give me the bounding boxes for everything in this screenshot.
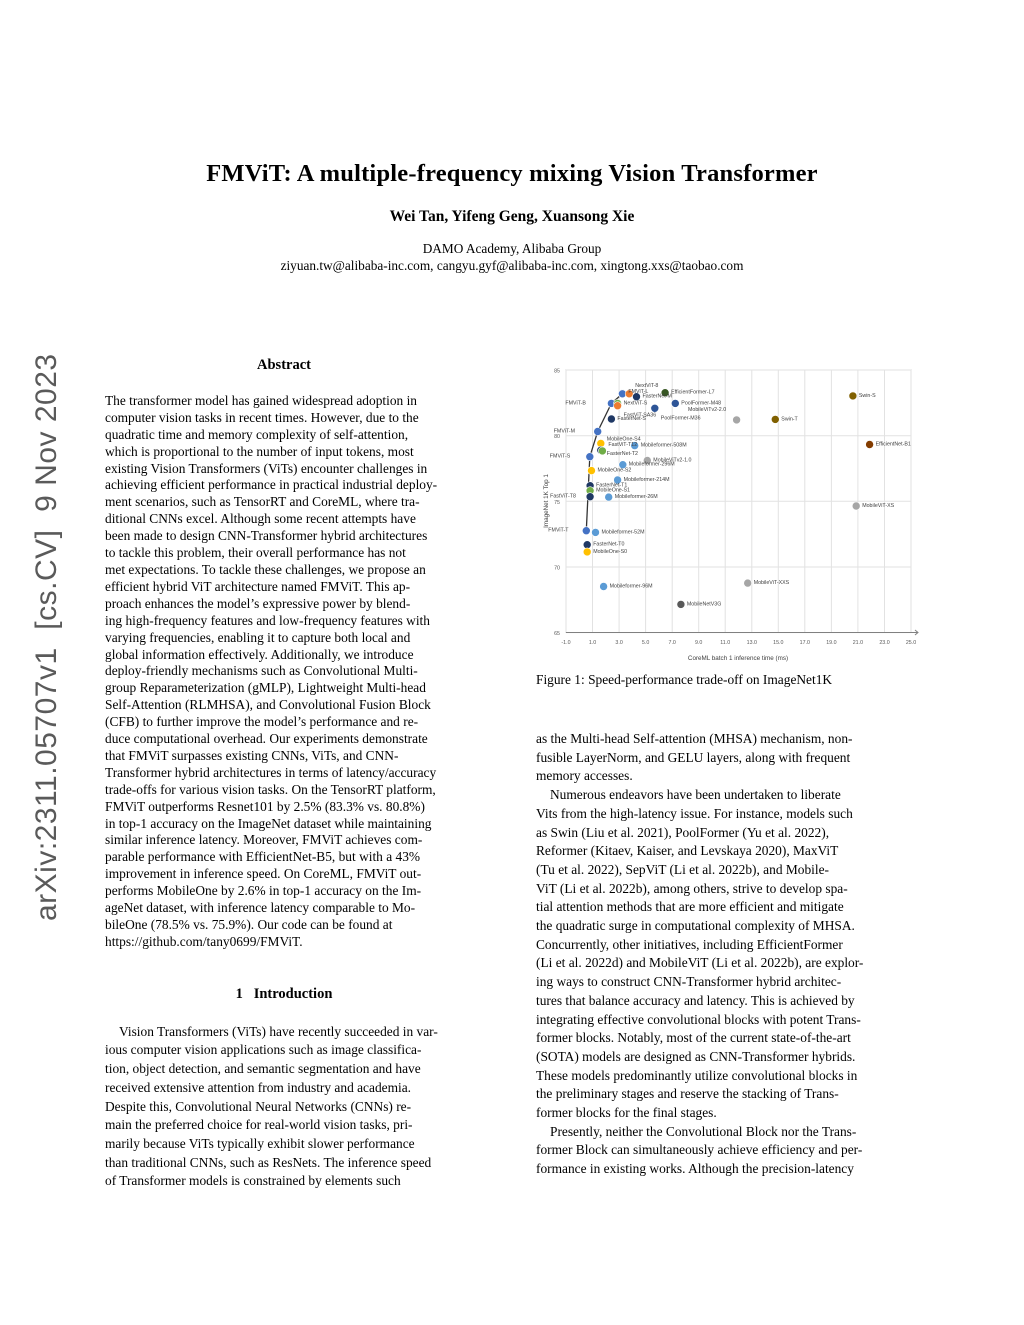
svg-text:FasterNet-T2: FasterNet-T2	[607, 451, 638, 457]
svg-text:PoolFormer-M36: PoolFormer-M36	[661, 415, 701, 421]
svg-text:85: 85	[554, 369, 560, 375]
svg-text:11.0: 11.0	[720, 640, 730, 646]
svg-text:15.0: 15.0	[773, 640, 783, 646]
svg-text:Mobileformer-52M: Mobileformer-52M	[602, 529, 645, 535]
svg-text:23.0: 23.0	[879, 640, 889, 646]
svg-text:Mobileformer-296M: Mobileformer-296M	[629, 462, 675, 468]
svg-text:NextViT-8: NextViT-8	[635, 383, 658, 389]
svg-text:7.0: 7.0	[669, 640, 676, 646]
svg-text:9.0: 9.0	[695, 640, 702, 646]
svg-text:MobileViT-XXS: MobileViT-XXS	[754, 580, 790, 586]
svg-text:Swin-S: Swin-S	[859, 393, 876, 399]
svg-text:PoolFormer-M48: PoolFormer-M48	[681, 400, 721, 406]
svg-text:EfficientNet-B1: EfficientNet-B1	[876, 442, 911, 448]
svg-text:25.0: 25.0	[906, 640, 916, 646]
svg-text:MobileOne-S1: MobileOne-S1	[596, 488, 630, 494]
svg-text:MobileNetV3G: MobileNetV3G	[687, 601, 721, 607]
svg-text:Mobileformer-26M: Mobileformer-26M	[615, 494, 658, 500]
svg-text:19.0: 19.0	[826, 640, 836, 646]
svg-text:Mobileformer-508M: Mobileformer-508M	[641, 443, 687, 449]
svg-text:FasterNet-S: FasterNet-S	[617, 416, 646, 422]
svg-text:NextViT-S: NextViT-S	[624, 400, 648, 406]
svg-text:70: 70	[554, 566, 560, 572]
svg-text:Swin-T: Swin-T	[781, 416, 798, 422]
svg-text:FMViT-S: FMViT-S	[550, 454, 571, 460]
svg-text:FasterNet-T0: FasterNet-T0	[593, 542, 624, 548]
svg-text:FMViT-B: FMViT-B	[565, 400, 586, 406]
svg-text:65: 65	[554, 631, 560, 637]
svg-text:MobileOne-S0: MobileOne-S0	[593, 549, 627, 555]
svg-text:1.0: 1.0	[589, 640, 596, 646]
svg-text:Mobileformer-214M: Mobileformer-214M	[624, 477, 670, 483]
svg-text:21.0: 21.0	[853, 640, 863, 646]
svg-text:MobileViTv2-2.0: MobileViTv2-2.0	[688, 407, 726, 413]
svg-text:FastViT-T12: FastViT-T12	[608, 442, 637, 448]
svg-text:3.0: 3.0	[615, 640, 622, 646]
svg-text:17.0: 17.0	[800, 640, 810, 646]
svg-text:75: 75	[554, 500, 560, 506]
svg-text:FMViT-T: FMViT-T	[548, 528, 569, 534]
svg-text:EfficientFormer-L7: EfficientFormer-L7	[671, 390, 715, 396]
svg-text:80: 80	[554, 434, 560, 440]
svg-text:MobileViT-XS: MobileViT-XS	[862, 503, 894, 509]
svg-text:-1.0: -1.0	[561, 640, 570, 646]
svg-text:CoreML batch 1 inference time: CoreML batch 1 inference time (ms)	[688, 655, 788, 662]
svg-text:FMViT-M: FMViT-M	[554, 429, 575, 435]
svg-text:Mobileformer-96M: Mobileformer-96M	[610, 584, 653, 590]
svg-text:5.0: 5.0	[642, 640, 649, 646]
svg-text:FasterNet-M: FasterNet-M	[643, 394, 672, 400]
svg-text:FastViT-T8: FastViT-T8	[550, 494, 576, 500]
svg-text:ImageNet 1K Top 1: ImageNet 1K Top 1	[543, 474, 550, 528]
svg-text:13.0: 13.0	[747, 640, 757, 646]
svg-text:MobileOne-S2: MobileOne-S2	[598, 468, 632, 474]
